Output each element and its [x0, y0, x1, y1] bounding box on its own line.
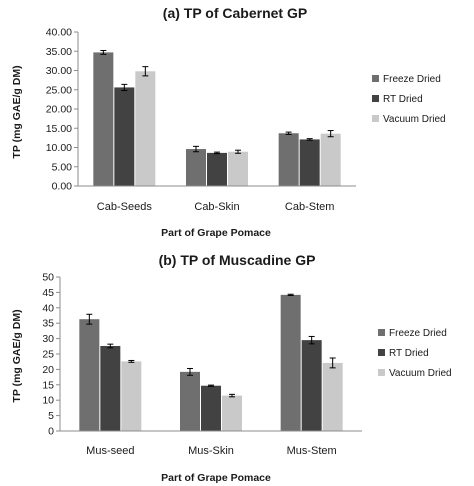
y-tick-label: 30.00	[46, 65, 72, 77]
y-tick-label: 0	[48, 426, 54, 438]
y-tick-label: 10.00	[46, 142, 72, 154]
bar	[121, 361, 142, 431]
y-tick-label: 45	[42, 287, 54, 299]
y-tick-label: 35	[42, 318, 54, 330]
legend-swatch	[372, 75, 379, 82]
bar	[180, 371, 200, 431]
x-category-label: Cab-Skin	[194, 201, 239, 213]
y-tick-label: 10	[42, 395, 54, 407]
bar	[320, 133, 341, 186]
bar	[278, 133, 299, 186]
y-tick-label: 15.00	[46, 123, 72, 135]
y-tick-label: 40.00	[46, 27, 72, 39]
x-axis-categories: Mus-seed Mus-Skin Mus-Stem	[86, 445, 337, 457]
y-axis-ticks: 0 5 10 15 20 25 30 35 40 45 50	[42, 272, 60, 438]
y-tick-label: 0.00	[52, 181, 73, 193]
y-tick-label: 35.00	[46, 46, 72, 58]
legend-swatch	[378, 329, 385, 336]
y-tick-label: 30	[42, 333, 54, 345]
x-category-label: Mus-seed	[86, 445, 134, 457]
legend: Freeze Dried RT Dried Vacuum Dried	[378, 328, 452, 379]
bar	[228, 151, 248, 186]
y-tick-label: 50	[42, 272, 54, 284]
bar	[280, 294, 301, 431]
bar	[135, 71, 156, 186]
bar	[186, 149, 206, 186]
legend-swatch	[372, 115, 379, 122]
y-tick-label: 25.00	[46, 84, 72, 96]
y-tick-label: 5	[48, 410, 54, 422]
x-category-label: Cab-Seeds	[97, 201, 153, 213]
bar	[79, 319, 100, 431]
y-axis-title: TP (mg GAE/g DM)	[11, 65, 23, 158]
legend: Freeze Dried RT Dried Vacuum Dried	[372, 74, 446, 125]
axes	[77, 32, 356, 187]
x-category-label: Cab-Stem	[285, 201, 335, 213]
legend-swatch	[378, 369, 385, 376]
legend-label: Freeze Dried	[383, 74, 441, 85]
axes	[59, 277, 362, 432]
bar	[100, 345, 121, 431]
bar	[222, 395, 242, 431]
chart-title: (a) TP of Cabernet GP	[163, 5, 307, 21]
bar-group	[79, 293, 343, 431]
bar	[299, 139, 320, 186]
bar	[201, 385, 221, 431]
bar	[207, 152, 227, 186]
x-axis-categories: Cab-Seeds Cab-Skin Cab-Stem	[97, 201, 335, 213]
chart-cabernet: (a) TP of Cabernet GP TP (mg GAE/g DM) P…	[11, 5, 446, 239]
legend-label: RT Dried	[383, 94, 423, 105]
bar	[93, 52, 114, 186]
legend-swatch	[378, 349, 385, 356]
bar	[301, 340, 322, 431]
y-tick-label: 40	[42, 302, 54, 314]
y-axis-title: TP (mg GAE/g DM)	[11, 309, 23, 402]
x-axis-title: Part of Grape Pomace	[161, 227, 271, 239]
bar	[322, 362, 343, 431]
legend-label: Freeze Dried	[389, 328, 447, 339]
chart-muscadine: (b) TP of Muscadine GP TP (mg GAE/g DM) …	[11, 252, 452, 484]
legend-label: RT Dried	[389, 348, 429, 359]
chart-title: (b) TP of Muscadine GP	[159, 252, 316, 268]
y-tick-label: 20.00	[46, 104, 72, 116]
y-tick-label: 20	[42, 364, 54, 376]
legend-swatch	[372, 95, 379, 102]
y-axis-ticks: 0.00 5.00 10.00 15.00 20.00 25.00 30.00 35.00 40…	[46, 27, 78, 193]
x-axis-title: Part of Grape Pomace	[161, 472, 271, 484]
y-tick-label: 5.00	[52, 161, 73, 173]
x-category-label: Mus-Skin	[188, 445, 234, 457]
legend-label: Vacuum Dried	[383, 114, 446, 125]
y-tick-label: 25	[42, 349, 54, 361]
bar-group	[93, 49, 341, 186]
x-category-label: Mus-Stem	[287, 445, 337, 457]
y-tick-label: 15	[42, 379, 54, 391]
legend-label: Vacuum Dried	[389, 368, 452, 379]
bar	[114, 87, 135, 186]
